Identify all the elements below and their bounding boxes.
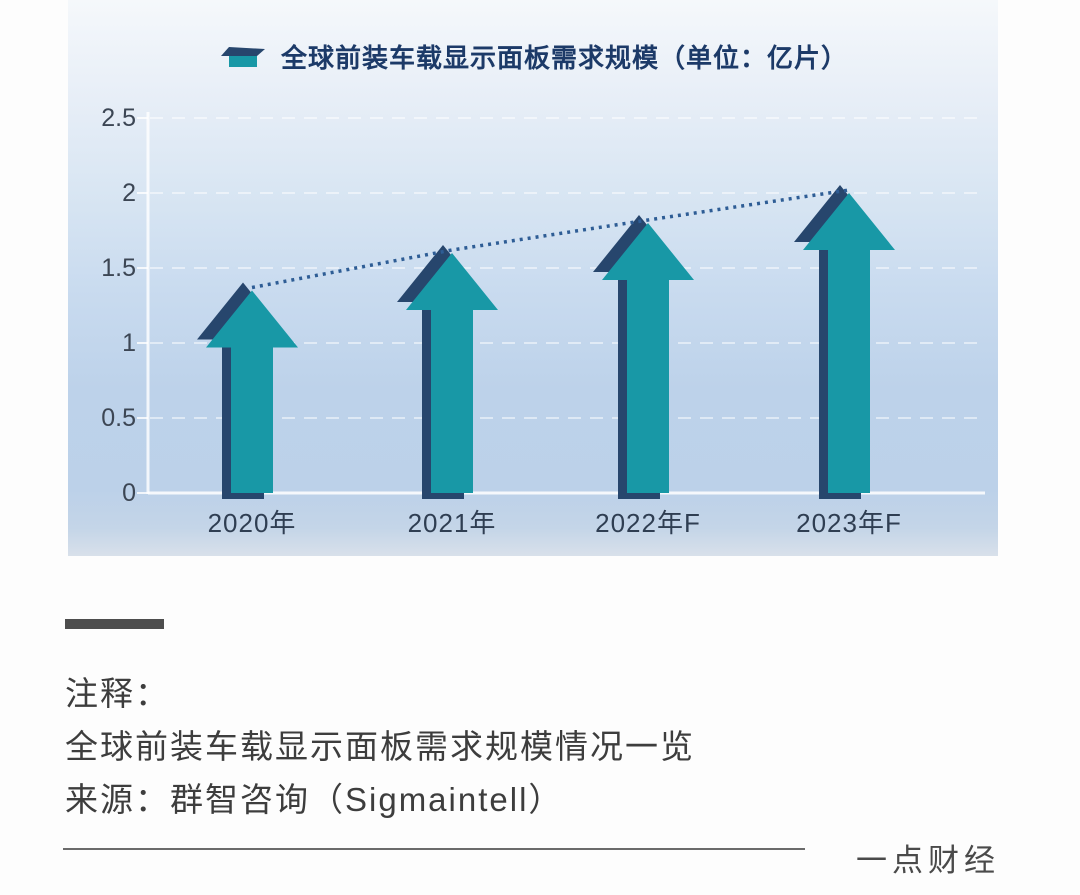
y-axis-tick-label: 2 xyxy=(122,179,136,207)
y-axis-tick-label: 1 xyxy=(122,329,136,357)
legend-arrow-icon xyxy=(221,47,265,67)
y-axis-tick-label: 2.5 xyxy=(101,104,136,132)
x-axis-category-label: 2022年F xyxy=(595,508,701,538)
brand-logo-text: 一点财经 xyxy=(856,843,1000,878)
demand-arrow-chart xyxy=(137,112,985,499)
chart-panel: 全球前装车载显示面板需求规模（单位：亿片） 2.5 2 1.5 1 0.5 0 2020年… xyxy=(68,0,998,556)
x-axis-category-label: 2020年 xyxy=(207,508,297,538)
note-description: 全球前装车载显示面板需求规模情况一览 xyxy=(65,728,695,765)
chart-legend: 全球前装车载显示面板需求规模（单位：亿片） xyxy=(220,36,848,76)
footer-rule-line xyxy=(63,848,805,850)
demand-arrow xyxy=(406,253,498,493)
x-axis-category-label: 2021年 xyxy=(407,508,497,538)
trend-dotted-line xyxy=(251,188,850,290)
source-attribution: 来源：群智咨询（Sigmaintell） xyxy=(65,781,564,818)
y-axis-tick-label: 1.5 xyxy=(101,254,136,282)
chart-title: 全球前装车载显示面板需求规模（单位：亿片） xyxy=(281,42,849,73)
demand-arrow xyxy=(206,290,298,493)
y-axis-tick-label: 0 xyxy=(122,479,136,507)
demand-arrow xyxy=(602,223,694,493)
y-axis-tick-label: 0.5 xyxy=(101,404,136,432)
x-axis-category-label: 2023年F xyxy=(796,508,902,538)
note-label: 注释： xyxy=(65,675,170,712)
demand-arrow xyxy=(803,193,895,493)
section-divider-bar xyxy=(65,619,164,629)
